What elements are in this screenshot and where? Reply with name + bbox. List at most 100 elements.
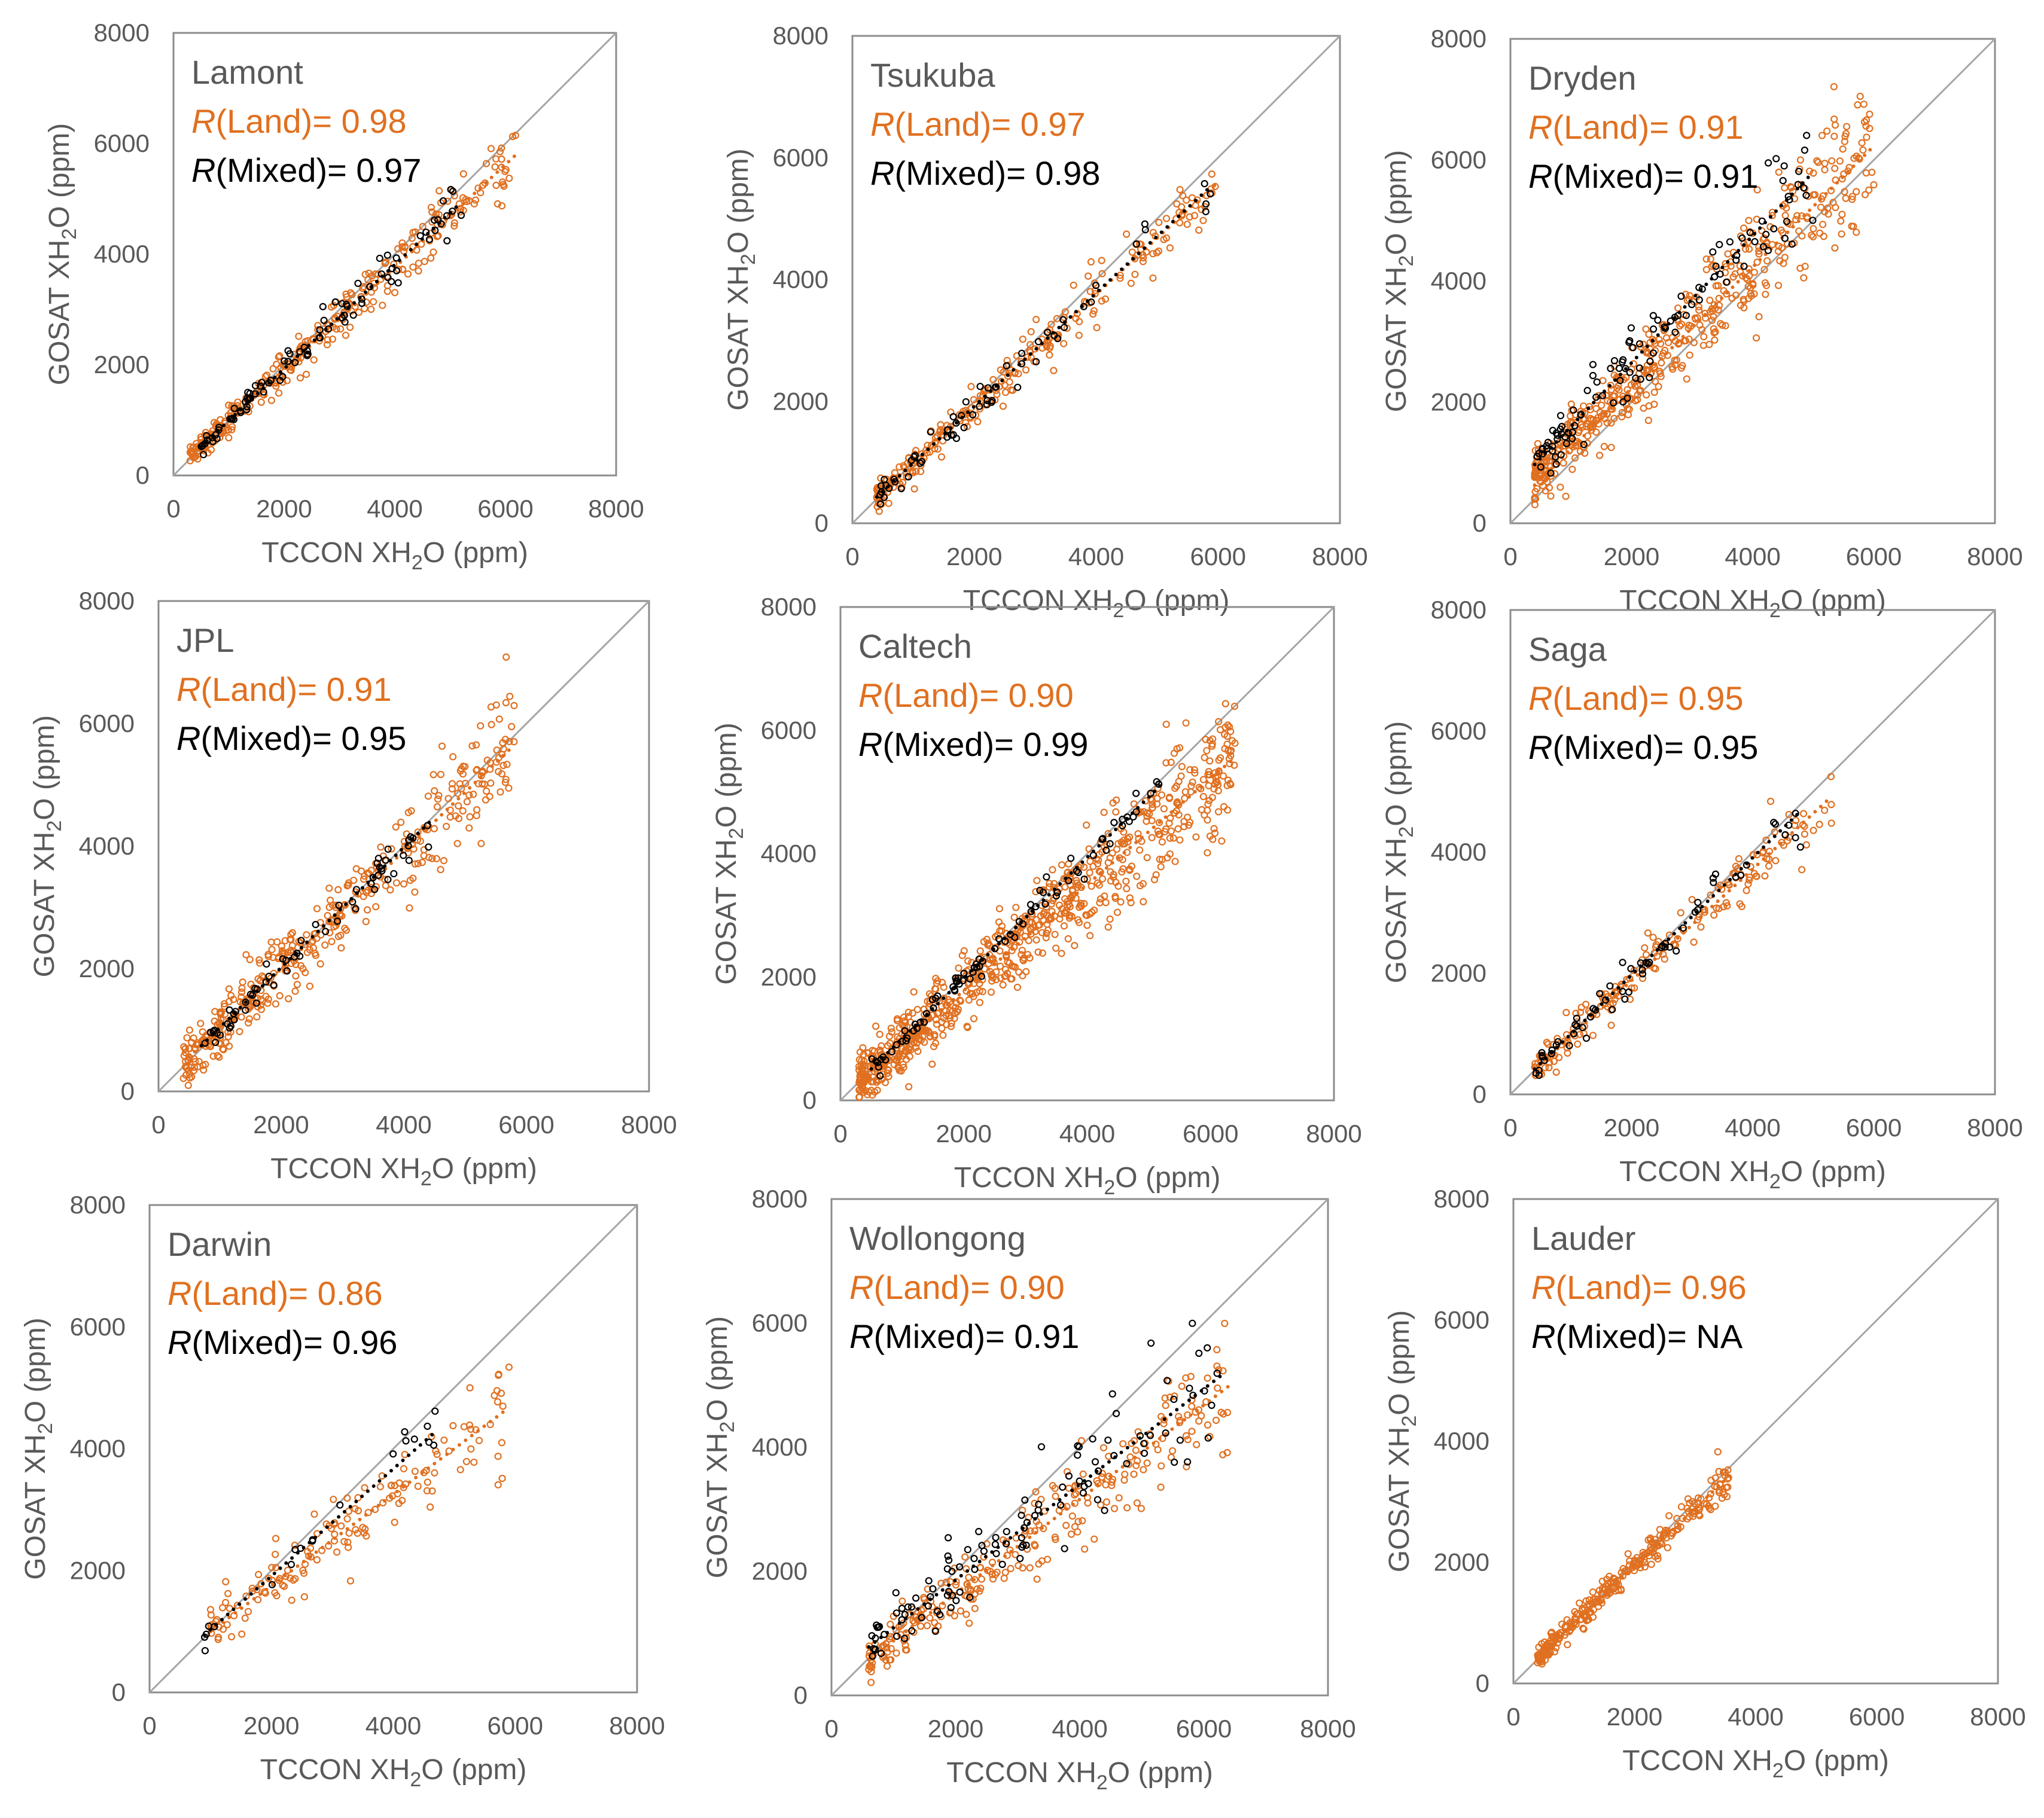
- data-point: [1111, 894, 1119, 902]
- data-point: [1080, 876, 1088, 883]
- data-point: [1101, 1506, 1108, 1514]
- data-point: [1727, 262, 1735, 270]
- data-point: [360, 1529, 368, 1537]
- data-point: [868, 1055, 876, 1063]
- data-point: [1123, 1504, 1131, 1512]
- r-mixed-annotation: R(Mixed)= 0.99: [858, 725, 1088, 763]
- data-point: [508, 133, 517, 141]
- data-point: [1087, 258, 1095, 266]
- data-point: [880, 493, 888, 501]
- data-point: [928, 1603, 936, 1610]
- data-point: [1172, 215, 1180, 222]
- data-point: [501, 779, 509, 786]
- data-point: [302, 370, 310, 379]
- panel-lamont: 0 2000 4000 6000 8000 0 2000 4000 6000 8000 TCCON …: [24, 19, 644, 598]
- data-point: [1613, 385, 1621, 392]
- data-point: [1166, 244, 1174, 252]
- data-point: [328, 938, 336, 945]
- data-point: [409, 263, 417, 271]
- data-point: [410, 1435, 418, 1443]
- data-point: [345, 1544, 352, 1551]
- data-point: [1199, 776, 1207, 783]
- data-point: [200, 451, 208, 459]
- data-point: [1717, 320, 1725, 328]
- y-axis-label: GOSAT XH2O (ppm): [711, 722, 748, 985]
- data-point: [1135, 808, 1143, 816]
- data-point: [1710, 911, 1718, 919]
- data-point: [956, 1607, 964, 1615]
- data-point: [272, 1000, 279, 1008]
- data-point: [983, 396, 991, 404]
- data-point: [1162, 1402, 1169, 1410]
- series-land: [1531, 83, 1878, 509]
- data-point: [284, 347, 292, 355]
- data-point: [1801, 830, 1808, 838]
- data-point: [188, 447, 196, 455]
- data-point: [1019, 1564, 1026, 1572]
- data-point: [1644, 1536, 1652, 1544]
- data-point: [908, 1627, 916, 1635]
- data-point: [1576, 1008, 1585, 1016]
- data-point: [967, 1595, 975, 1603]
- data-point: [1070, 1491, 1079, 1499]
- data-point: [1785, 810, 1793, 819]
- data-point: [948, 1019, 955, 1027]
- data-point: [1162, 721, 1170, 728]
- data-point: [505, 174, 513, 182]
- data-point: [1108, 1390, 1116, 1398]
- data-point: [360, 876, 368, 883]
- data-point: [1184, 1436, 1192, 1444]
- x-tick-label: 0: [1506, 1703, 1520, 1731]
- data-point: [1841, 138, 1848, 145]
- data-point: [400, 1465, 408, 1473]
- data-point: [491, 163, 499, 171]
- data-point: [486, 792, 494, 800]
- data-point: [1152, 871, 1160, 879]
- data-point: [1171, 784, 1179, 792]
- data-point: [185, 1026, 194, 1034]
- site-name: Caltech: [858, 627, 972, 665]
- data-point: [252, 999, 260, 1007]
- data-point: [400, 852, 407, 859]
- data-point: [467, 1445, 475, 1453]
- data-point: [1606, 982, 1614, 990]
- data-point: [1531, 501, 1539, 509]
- data-point: [1715, 1468, 1723, 1475]
- data-point: [1589, 416, 1597, 424]
- data-point: [361, 1525, 369, 1533]
- data-point: [1038, 929, 1046, 937]
- data-point: [506, 693, 514, 700]
- data-point: [983, 1540, 991, 1548]
- data-point: [1102, 899, 1110, 907]
- data-point: [237, 988, 246, 996]
- data-point: [204, 449, 212, 457]
- data-point: [1607, 444, 1615, 452]
- data-point: [346, 324, 354, 331]
- data-point: [1043, 929, 1050, 937]
- data-point: [964, 957, 972, 965]
- y-axis-label: GOSAT XH2O (ppm): [44, 123, 81, 386]
- data-point: [1860, 118, 1869, 126]
- x-tick-label: 2000: [1607, 1703, 1662, 1731]
- data-point: [258, 972, 266, 980]
- data-point: [992, 1549, 1000, 1557]
- data-point: [280, 1582, 288, 1590]
- data-point: [1140, 898, 1147, 905]
- data-point: [979, 957, 986, 965]
- plot-frame: [1512, 1198, 1999, 1685]
- series-mixed: [875, 180, 1214, 508]
- data-point: [942, 1578, 950, 1586]
- data-point: [1559, 459, 1567, 467]
- data-point: [1732, 256, 1740, 264]
- data-point: [285, 995, 293, 1003]
- data-point: [965, 1573, 973, 1581]
- data-point: [1206, 832, 1214, 840]
- data-point: [279, 1581, 287, 1589]
- data-point: [1153, 249, 1161, 257]
- data-point: [1626, 337, 1634, 344]
- data-point: [883, 1662, 891, 1670]
- data-point: [1018, 1511, 1025, 1519]
- data-point: [354, 279, 362, 287]
- data-point: [1057, 910, 1065, 918]
- data-point: [1120, 1476, 1128, 1484]
